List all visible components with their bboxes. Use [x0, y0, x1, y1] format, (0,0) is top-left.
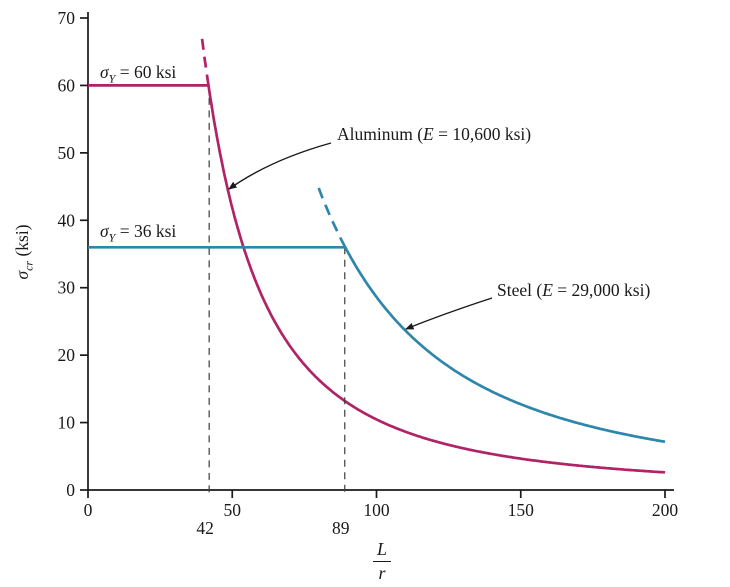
- x-tick-label: 50: [224, 500, 242, 520]
- sigma-symbol: σ: [100, 221, 109, 241]
- steel-series-label: Steel (E = 29,000 ksi): [497, 280, 650, 301]
- aluminum-curve: [88, 84, 666, 474]
- x-axis-title: L r: [372, 539, 392, 584]
- sigma-symbol: σ: [11, 270, 32, 280]
- aluminum-callout-arrow: [228, 142, 332, 190]
- sigma-subscript-Y: Y: [108, 71, 116, 86]
- yield-value-text: = 60 ksi: [115, 62, 177, 82]
- modulus-symbol-E: E: [542, 280, 553, 300]
- aluminum-transition-label: 42: [196, 518, 214, 538]
- x-tick-label: 200: [652, 500, 679, 520]
- modulus-symbol-E: E: [423, 124, 434, 144]
- aluminum-yield-annotation: σY = 60 ksi: [100, 62, 176, 86]
- steel-yield-annotation: σY = 36 ksi: [100, 221, 176, 245]
- y-tick-label: 50: [58, 143, 76, 163]
- y-tick-label: 40: [58, 210, 76, 230]
- y-tick-label: 60: [58, 75, 76, 95]
- y-tick-label: 30: [58, 278, 76, 298]
- callout-text: Steel (: [497, 280, 543, 300]
- callout-text: = 10,600 ksi): [433, 124, 532, 144]
- sigma-symbol: σ: [100, 62, 109, 82]
- fraction-numerator-L: L: [372, 539, 392, 562]
- callout-text: Aluminum (: [337, 124, 424, 144]
- steel-curve: [88, 245, 666, 444]
- y-tick-label: 0: [66, 480, 75, 500]
- sigma-subscript-Y: Y: [108, 230, 116, 245]
- x-tick-label: 100: [363, 500, 390, 520]
- axes: [80, 12, 674, 498]
- steel-transition-label: 89: [332, 518, 350, 538]
- callout-text: = 29,000 ksi): [552, 280, 651, 300]
- y-tick-label: 70: [58, 8, 76, 28]
- y-tick-label: 20: [58, 345, 76, 365]
- aluminum-series-label: Aluminum (E = 10,600 ksi): [337, 124, 531, 145]
- steel-callout-arrow: [405, 297, 493, 330]
- sigma-subscript-cr: cr: [21, 260, 36, 271]
- yield-value-text: = 36 ksi: [115, 221, 177, 241]
- fraction-denominator-r: r: [378, 563, 386, 583]
- y-tick-label: 10: [58, 413, 76, 433]
- aluminum-euler-dashed: [200, 38, 210, 86]
- y-axis-units: (ksi): [11, 224, 32, 261]
- x-tick-label: 0: [84, 500, 93, 520]
- y-axis-title: σcr (ksi): [12, 224, 37, 279]
- x-tick-label: 150: [508, 500, 535, 520]
- tick-labels: 0 10 20 30 40 50 60 70 0 50 100 150 200 42 89: [58, 8, 679, 538]
- steel-euler-dashed: [316, 186, 347, 248]
